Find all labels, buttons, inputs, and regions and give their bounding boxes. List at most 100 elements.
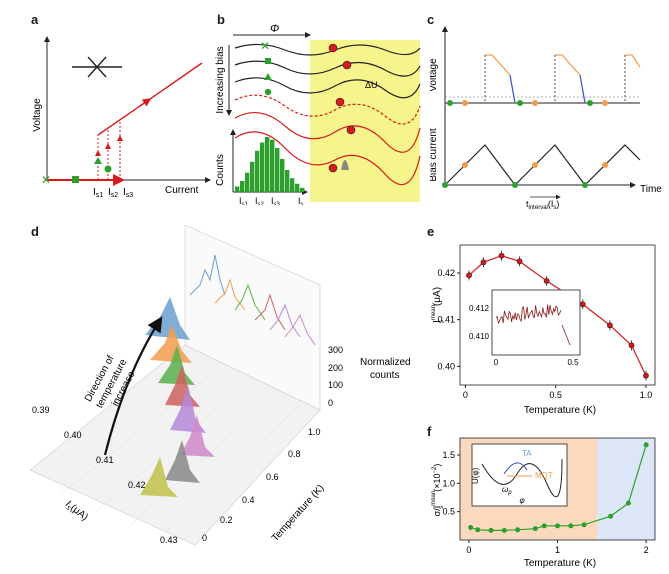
- panel-c-ylabel-top: Voltage: [430, 58, 439, 92]
- panel-f-xlabel: Temperature (K): [524, 558, 596, 569]
- panel-d-zlabel-2: counts: [370, 370, 399, 381]
- panel-a-figure: Voltage Current ✕ Is1 Is2 Is3: [32, 36, 211, 199]
- panel-f-y-tick: 0.5: [442, 507, 455, 517]
- panel-b-ylabel-bottom: Counts: [215, 154, 226, 186]
- panel-e-point: [516, 258, 523, 265]
- panel-f-x-tick: 1: [555, 545, 560, 555]
- histogram-bar: [300, 187, 305, 192]
- histogram-bar: [285, 170, 290, 192]
- panel-b-tick-3: Is3: [271, 196, 281, 205]
- histogram-bar: [295, 183, 300, 192]
- panel-b-figure: Φ Increasing bias ✕ ΔU Counts Is1 Is2 Is…: [215, 23, 421, 205]
- junction-symbol-icon: [72, 56, 122, 78]
- panel-e-inset-y-tick: 0.412: [469, 304, 490, 313]
- histogram-bar: [275, 148, 280, 192]
- panel-c-interval-label: tinterval(Is): [526, 199, 559, 210]
- panel-a-tick-2: Is2: [108, 187, 118, 199]
- panel-f-blue-band: [597, 438, 655, 540]
- panel-f-inset-xlabel: φ: [520, 496, 525, 505]
- panel-b-cross-icon: ✕: [260, 39, 270, 53]
- panel-e-inset: [491, 289, 581, 356]
- panel-b-histogram: [235, 137, 305, 192]
- panel-e-point: [628, 342, 635, 349]
- panel-f-point: [475, 527, 481, 533]
- panel-d-i-tick-3: 0.41: [96, 455, 114, 465]
- panel-f-x-tick: 2: [644, 545, 649, 555]
- panel-a-xlabel: Current: [165, 185, 199, 196]
- panel-b-delta-u: ΔU: [365, 80, 378, 90]
- panel-e-y-tick: 0.42: [437, 268, 455, 278]
- panel-e-xlabel: Temperature (K): [524, 405, 596, 416]
- panel-e-ylabel: Imeans(μA): [431, 287, 445, 323]
- panel-f-y-tick: 1.0: [442, 478, 455, 488]
- panel-f-inset-mqt: MQT: [535, 471, 553, 480]
- square-marker-icon: [72, 176, 79, 183]
- panel-b-letter: b: [217, 12, 225, 27]
- panel-d-z-tick-300: 300: [328, 345, 343, 355]
- panel-d-z-tick-0: 0: [328, 398, 333, 408]
- panel-f-ylabel: σ/Imeans(×10−2): [431, 464, 445, 517]
- panel-e-point: [543, 278, 550, 284]
- panel-f-letter: f: [427, 424, 432, 439]
- histogram-bar: [250, 161, 255, 192]
- panel-e-point: [498, 252, 505, 259]
- panel-f-point: [643, 442, 649, 448]
- panel-f-y-tick: 1.5: [442, 450, 455, 460]
- panel-f-point: [468, 525, 474, 531]
- histogram-bar: [255, 150, 260, 192]
- histogram-bar: [240, 181, 245, 192]
- panel-e-chart: 0.42 0.41 0.40 0 0.5 1.0 0.412 0.410 0 0.5: [437, 244, 656, 400]
- panel-d-i-tick-2: 0.40: [64, 430, 82, 440]
- panel-d-t-tick-6: 0: [202, 533, 207, 543]
- histogram-bar: [260, 142, 265, 192]
- panel-e-point: [466, 272, 472, 279]
- panel-e-inset-y-tick: 0.410: [469, 332, 490, 341]
- panel-f-point: [581, 522, 587, 528]
- panel-c-figure: Voltage Bias current Time tinterval(Is): [430, 26, 662, 210]
- histogram-bar: [245, 172, 250, 192]
- panel-d-t-tick-2: 0.8: [288, 449, 301, 459]
- panel-d-t-tick-1: 1.0: [308, 427, 321, 437]
- panel-f-figure: 1.5 1.0 0.5 0 1 2 TA MQT ωp U(φ) φ σ/Imeans(×10−2)…: [431, 437, 656, 569]
- panel-d-t-tick-5: 0.2: [220, 515, 233, 525]
- panel-d-xlabel: Is(μA): [63, 499, 90, 524]
- panel-d-t-tick-3: 0.6: [266, 472, 279, 482]
- panel-e-point: [606, 322, 613, 329]
- panel-d-i-tick-4: 0.42: [128, 480, 146, 490]
- panel-b-tick-2: Is2: [255, 196, 265, 205]
- panel-d-i-tick-1: 0.39: [32, 405, 50, 415]
- histogram-bar: [235, 186, 240, 192]
- panel-e-letter: e: [427, 224, 435, 239]
- panel-b-tick-4: Is: [298, 196, 304, 205]
- panel-d-t-tick-4: 0.4: [242, 495, 255, 505]
- histogram-bar: [270, 139, 275, 192]
- panel-e-point: [579, 301, 586, 308]
- panel-e-inset-x-tick: 0: [494, 358, 499, 367]
- panel-f-inset-ylabel: U(φ): [471, 467, 480, 484]
- panel-f-inset: [471, 443, 568, 507]
- panel-f-chart: 1.5 1.0 0.5 0 1 2 TA MQT ωp U(φ) φ: [442, 437, 656, 555]
- panel-f-point: [541, 523, 547, 529]
- panel-e-y-tick: 0.40: [437, 361, 455, 371]
- panel-a-ylabel: Voltage: [32, 98, 43, 132]
- panel-f-inset-omega: ωp: [502, 485, 512, 496]
- panel-d-figure: Direction of temperature increase 300 20…: [30, 225, 411, 546]
- panel-e-point: [480, 259, 487, 266]
- panel-d-zlabel-1: Normalized: [360, 357, 411, 368]
- panel-f-point: [501, 527, 507, 533]
- circle-marker-icon: [104, 165, 112, 173]
- histogram-bar: [265, 137, 270, 192]
- panel-b-tick-1: Is1: [239, 196, 249, 205]
- panel-f-x-tick: 0: [466, 545, 471, 555]
- panel-a-letter: a: [31, 12, 39, 27]
- panel-d-i-tick-5: 0.43: [160, 535, 178, 545]
- panel-c-ylabel-bottom: Bias current: [430, 128, 439, 182]
- panel-f-point: [608, 513, 614, 519]
- panel-e-x-tick: 0: [463, 390, 468, 400]
- panel-b-ylabel-top: Increasing bias: [215, 46, 226, 113]
- panel-d-ylabel: Temperature (K): [270, 483, 327, 544]
- panel-b-phi: Φ: [270, 23, 279, 35]
- panel-e-point: [643, 372, 649, 379]
- cross-marker-icon: ✕: [41, 173, 51, 187]
- histogram-bar: [280, 159, 285, 192]
